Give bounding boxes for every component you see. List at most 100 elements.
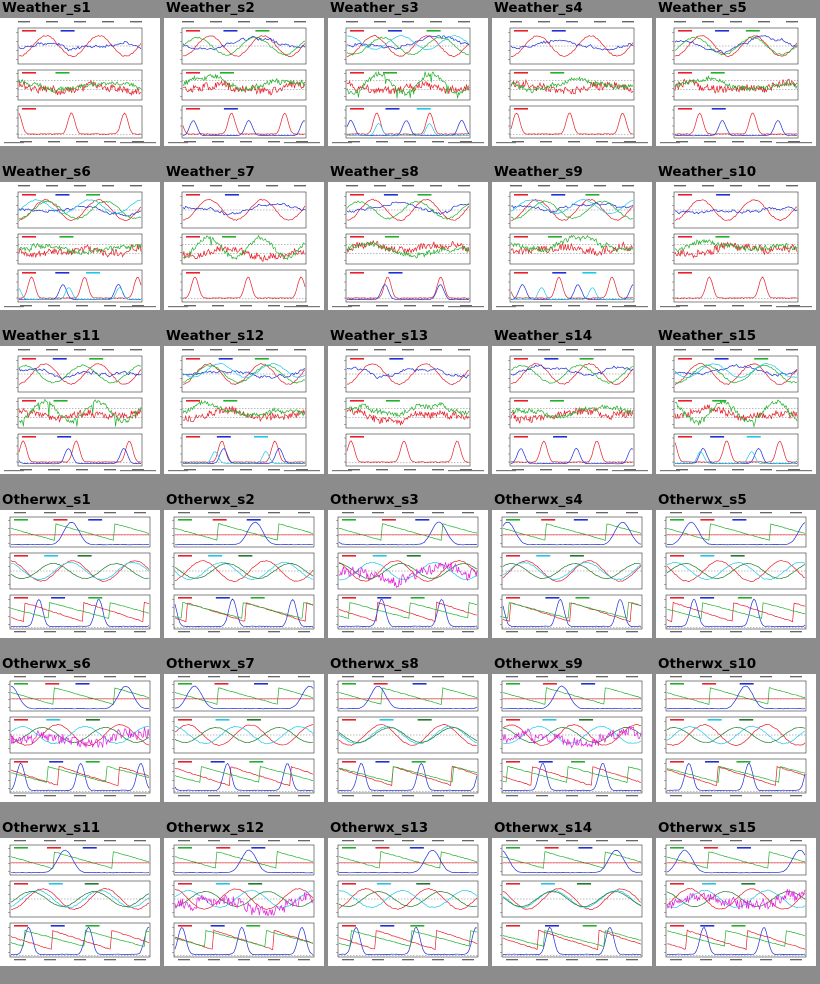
chart-thumbnail [492,18,652,146]
chart-thumbnail [328,674,488,802]
time-series-plot [336,840,479,961]
chart-thumbnail [656,674,816,802]
thumbnail-cell[interactable]: Weather_s2 [164,0,324,160]
thumbnail-title: Weather_s3 [330,0,419,16]
thumbnail-title: Otherwx_s2 [166,492,255,508]
thumbnail-title: Weather_s12 [166,328,265,344]
thumbnail-title: Otherwx_s10 [658,656,757,672]
chart-thumbnail [328,18,488,146]
thumbnail-cell[interactable]: Weather_s11 [0,328,160,488]
thumbnail-cell[interactable]: Otherwx_s11 [0,820,160,980]
thumbnail-cell[interactable]: Otherwx_s2 [164,492,324,652]
chart-thumbnail [328,510,488,638]
thumbnail-cell[interactable]: Otherwx_s13 [328,820,488,980]
thumbnail-cell[interactable]: Otherwx_s4 [492,492,652,652]
thumbnail-cell[interactable]: Weather_s9 [492,164,652,324]
chart-thumbnail [492,838,652,966]
time-series-plot [496,21,648,144]
thumbnail-cell[interactable]: Weather_s7 [164,164,324,324]
time-series-plot [496,349,648,472]
time-series-plot [660,349,812,472]
thumbnail-title: Otherwx_s1 [2,492,91,508]
thumbnail-cell[interactable]: Weather_s5 [656,0,816,160]
chart-thumbnail [656,510,816,638]
time-series-plot [8,676,151,797]
chart-thumbnail [0,838,160,966]
time-series-plot [332,349,484,472]
chart-thumbnail [656,182,816,310]
chart-thumbnail [0,346,160,474]
thumbnail-title: Otherwx_s14 [494,820,593,836]
thumbnail-title: Otherwx_s5 [658,492,747,508]
thumbnail-cell[interactable]: Otherwx_s7 [164,656,324,816]
time-series-plot [168,349,320,472]
thumbnail-title: Otherwx_s6 [2,656,91,672]
thumbnail-cell[interactable]: Otherwx_s9 [492,656,652,816]
thumbnail-cell[interactable]: Weather_s10 [656,164,816,324]
thumbnail-title: Weather_s13 [330,328,429,344]
thumbnail-title: Weather_s2 [166,0,255,16]
time-series-plot [172,840,315,961]
thumbnail-cell[interactable]: Weather_s6 [0,164,160,324]
thumbnail-title: Otherwx_s13 [330,820,429,836]
thumbnail-title: Otherwx_s4 [494,492,583,508]
time-series-plot [500,676,643,797]
time-series-plot [336,512,479,633]
time-series-plot [336,676,479,797]
thumbnail-cell[interactable]: Otherwx_s5 [656,492,816,652]
thumbnail-title: Weather_s10 [658,164,757,180]
thumbnail-title: Weather_s7 [166,164,255,180]
thumbnail-cell[interactable]: Otherwx_s14 [492,820,652,980]
time-series-plot [168,21,320,144]
chart-thumbnail [164,510,324,638]
thumbnail-title: Weather_s5 [658,0,747,16]
chart-thumbnail [164,346,324,474]
time-series-plot [168,185,320,308]
chart-thumbnail [0,182,160,310]
thumbnail-title: Otherwx_s8 [330,656,419,672]
thumbnail-cell[interactable]: Otherwx_s10 [656,656,816,816]
time-series-plot [172,512,315,633]
thumbnail-cell[interactable]: Weather_s3 [328,0,488,160]
thumbnail-cell[interactable]: Otherwx_s8 [328,656,488,816]
chart-thumbnail [0,674,160,802]
thumbnail-cell[interactable]: Otherwx_s1 [0,492,160,652]
thumbnail-cell[interactable]: Weather_s12 [164,328,324,488]
thumbnail-title: Otherwx_s7 [166,656,255,672]
thumbnail-cell[interactable]: Otherwx_s12 [164,820,324,980]
time-series-plot [664,676,807,797]
time-series-plot [500,512,643,633]
chart-thumbnail [164,182,324,310]
thumbnail-cell[interactable]: Weather_s13 [328,328,488,488]
thumbnail-cell[interactable]: Weather_s15 [656,328,816,488]
chart-thumbnail [492,182,652,310]
chart-thumbnail [164,838,324,966]
thumbnail-title: Otherwx_s12 [166,820,265,836]
chart-thumbnail [0,510,160,638]
chart-thumbnail [492,510,652,638]
time-series-plot [332,185,484,308]
thumbnail-title: Weather_s1 [2,0,91,16]
time-series-plot [4,21,156,144]
chart-thumbnail [164,18,324,146]
thumbnail-cell[interactable]: Weather_s1 [0,0,160,160]
chart-thumbnail [328,346,488,474]
chart-thumbnail [492,674,652,802]
time-series-plot [4,349,156,472]
thumbnail-cell[interactable]: Weather_s8 [328,164,488,324]
thumbnail-title: Otherwx_s15 [658,820,757,836]
chart-thumbnail [328,182,488,310]
thumbnail-title: Otherwx_s9 [494,656,583,672]
thumbnail-title: Weather_s11 [2,328,101,344]
thumbnail-cell[interactable]: Weather_s4 [492,0,652,160]
thumbnail-title: Weather_s9 [494,164,583,180]
time-series-plot [332,21,484,144]
thumbnail-cell[interactable]: Otherwx_s6 [0,656,160,816]
thumbnail-cell[interactable]: Otherwx_s3 [328,492,488,652]
thumbnail-cell[interactable]: Otherwx_s15 [656,820,816,980]
thumbnail-cell[interactable]: Weather_s14 [492,328,652,488]
chart-thumbnail [656,346,816,474]
thumbnail-title: Weather_s6 [2,164,91,180]
time-series-plot [4,185,156,308]
